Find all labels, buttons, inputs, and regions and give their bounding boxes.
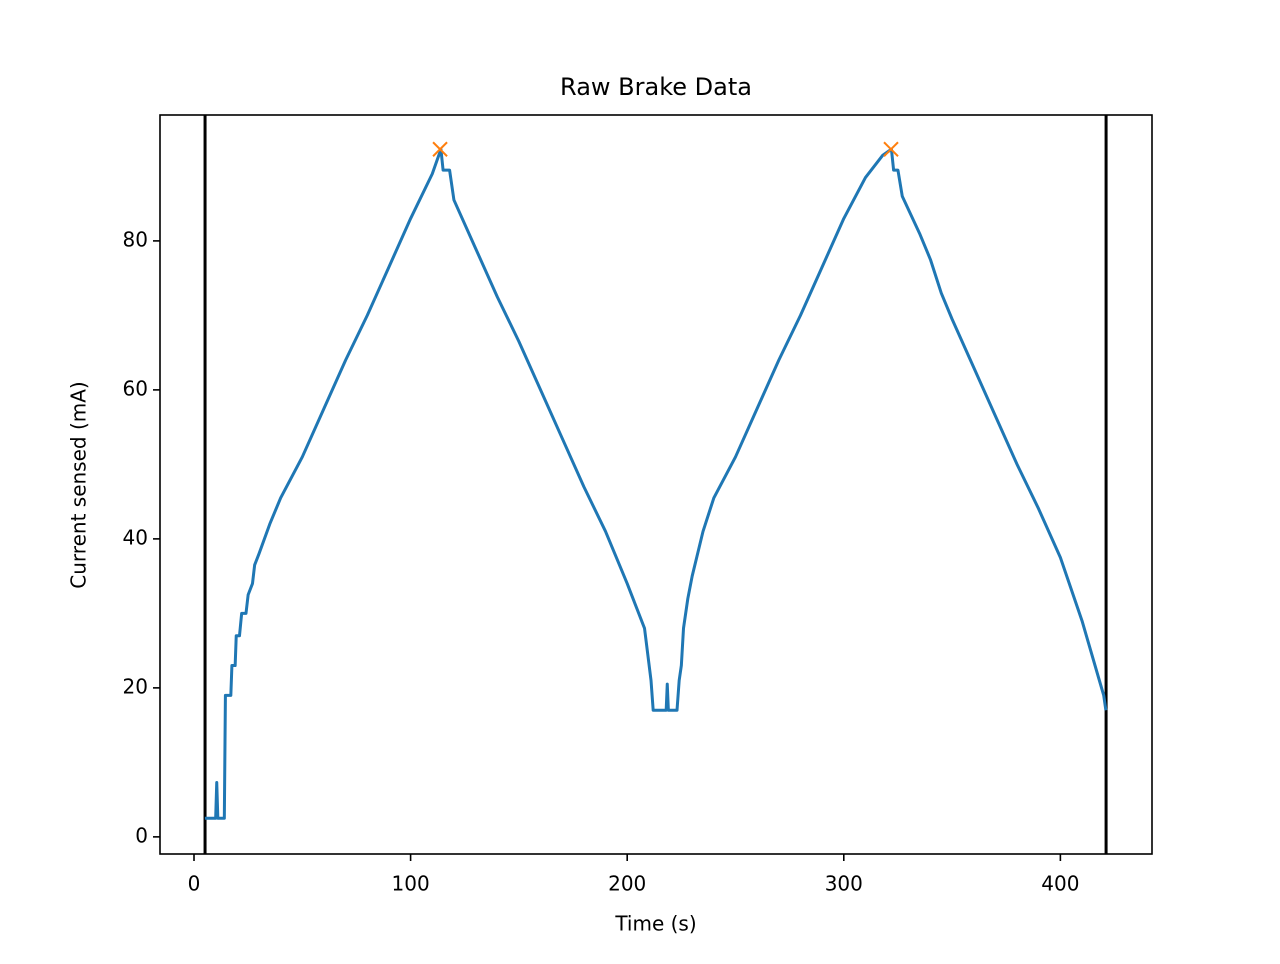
x-tick-label: 300 — [825, 872, 863, 896]
y-tick-label: 0 — [135, 823, 148, 847]
chart-title: Raw Brake Data — [560, 73, 752, 101]
y-tick-label: 60 — [123, 376, 148, 400]
x-tick-label: 200 — [608, 872, 646, 896]
marker — [883, 141, 899, 157]
x-tick-label: 0 — [188, 872, 201, 896]
y-tick-label: 80 — [123, 227, 148, 251]
plot-frame — [159, 114, 1153, 855]
x-axis-label: Time (s) — [614, 912, 696, 936]
y-axis-label: Current sensed (mA) — [67, 381, 91, 588]
y-tick-label: 40 — [123, 525, 148, 549]
x-tick-label: 400 — [1041, 872, 1079, 896]
marker — [432, 141, 448, 157]
y-tick-label: 20 — [123, 674, 148, 698]
x-tick-label: 100 — [392, 872, 430, 896]
data-line — [204, 147, 1108, 820]
